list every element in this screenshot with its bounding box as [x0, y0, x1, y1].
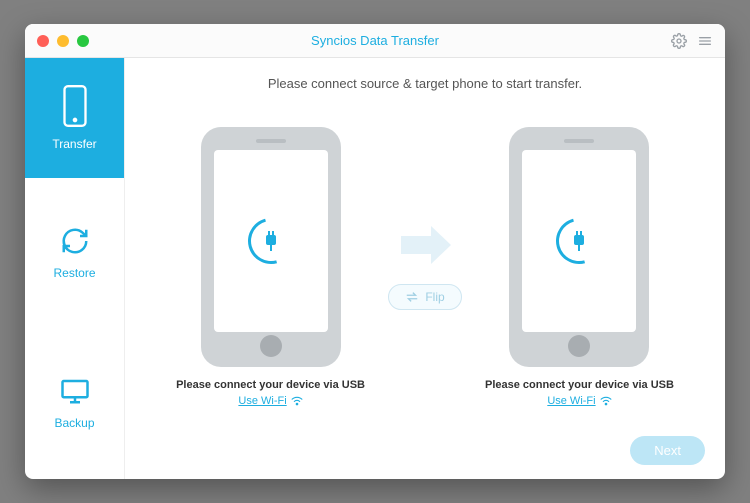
monitor-icon: [60, 376, 90, 406]
phone-icon: [60, 85, 90, 127]
wifi-icon: [291, 396, 303, 406]
sidebar-item-label: Backup: [54, 416, 94, 430]
arrow-right-icon: [397, 224, 453, 266]
connecting-spinner-icon: [248, 218, 294, 264]
next-button[interactable]: Next: [630, 436, 705, 465]
sidebar-item-label: Transfer: [52, 137, 96, 151]
wifi-icon: [600, 396, 612, 406]
target-wifi-link[interactable]: Use Wi-Fi: [547, 395, 611, 407]
flip-button[interactable]: Flip: [388, 284, 461, 310]
sidebar-item-backup[interactable]: Backup: [25, 328, 124, 478]
sidebar-item-transfer[interactable]: Transfer: [25, 58, 124, 178]
source-phone-graphic: [201, 127, 341, 367]
target-phone-graphic: [509, 127, 649, 367]
app-window: Syncios Data Transfer Tran: [25, 24, 725, 479]
target-prompt: Please connect your device via USB: [485, 379, 674, 391]
swap-icon: [405, 291, 419, 303]
window-title: Syncios Data Transfer: [25, 33, 725, 48]
refresh-icon: [60, 226, 90, 256]
target-device-panel: Please connect your device via USB Use W…: [485, 127, 674, 407]
sidebar: Transfer Restore Backup: [25, 58, 125, 479]
source-device-panel: Please connect your device via USB Use W…: [176, 127, 365, 407]
transfer-direction: Flip: [375, 224, 475, 310]
connecting-spinner-icon: [556, 218, 602, 264]
instruction-text: Please connect source & target phone to …: [145, 76, 705, 91]
titlebar: Syncios Data Transfer: [25, 24, 725, 58]
main-panel: Please connect source & target phone to …: [125, 58, 725, 479]
source-wifi-link[interactable]: Use Wi-Fi: [238, 395, 302, 407]
sidebar-item-restore[interactable]: Restore: [25, 178, 124, 328]
source-prompt: Please connect your device via USB: [176, 379, 365, 391]
sidebar-item-label: Restore: [53, 266, 95, 280]
